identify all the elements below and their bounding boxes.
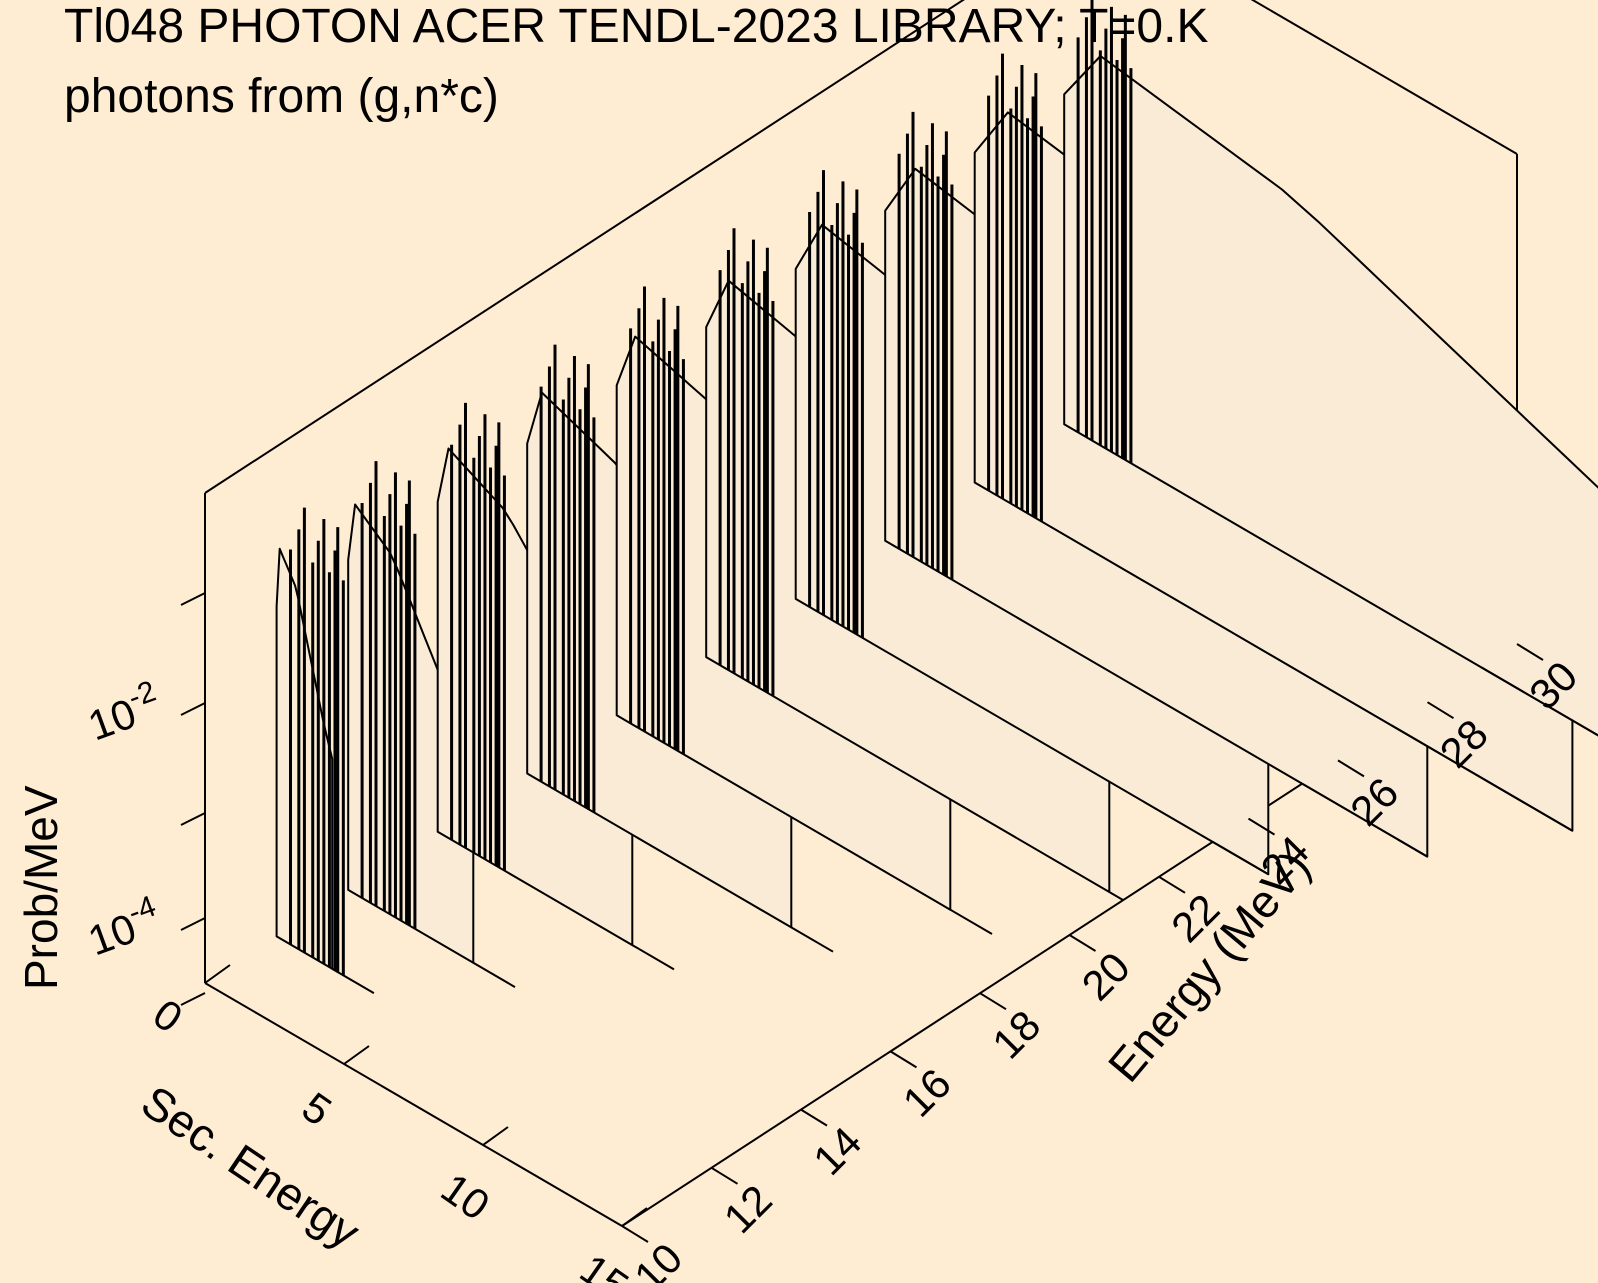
spectrum-ribbon — [347, 461, 516, 988]
y-tick-label: 20 — [1073, 943, 1139, 1009]
x-tick-label: 5 — [294, 1083, 340, 1135]
y-tick — [1337, 759, 1365, 778]
z-tick — [180, 812, 206, 826]
y-tick-label: 14 — [804, 1118, 870, 1184]
x-tick — [621, 1207, 648, 1227]
spectrum-ribbon — [1063, 0, 1598, 737]
z-tick — [180, 702, 206, 716]
y-tick — [1068, 934, 1097, 952]
y-tick — [1247, 817, 1276, 836]
z-tick — [180, 917, 206, 931]
y-tick — [1516, 643, 1544, 661]
z-tick-label: 0 — [145, 990, 191, 1042]
y-tick-label: 10 — [625, 1234, 691, 1283]
spectrum-baseline — [631, 944, 675, 971]
y-tick-label: 16 — [894, 1059, 960, 1125]
y-tick — [800, 1108, 828, 1127]
x-tick — [482, 1126, 509, 1146]
z-axis-label: Prob/MeV — [15, 785, 67, 990]
x-tick — [343, 1045, 370, 1065]
y-tick — [621, 1225, 649, 1243]
spectrum-baseline — [1391, 724, 1573, 832]
back-top-edge — [204, 0, 965, 494]
spectrum-baseline — [790, 926, 834, 953]
y-tick — [710, 1166, 739, 1185]
chart-title: Tl048 PHOTON ACER TENDL-2023 LIBRARY; T=… — [64, 0, 1208, 53]
z-tick — [180, 592, 206, 606]
y-tick-label: 12 — [715, 1176, 781, 1242]
spectrum-baseline — [1212, 841, 1269, 876]
z-tick-label: 10-4 — [80, 890, 167, 965]
y-tick — [889, 1050, 918, 1069]
y-axis-label: Energy (MeV) — [1098, 841, 1320, 1092]
spectra-group — [275, 0, 1598, 995]
spectrum-ribbon — [275, 507, 375, 995]
y-tick-label: 18 — [983, 1001, 1049, 1067]
spectrum-baseline — [331, 967, 375, 995]
chart-subtitle: photons from (g,n*c) — [64, 70, 499, 123]
z-tick — [180, 992, 206, 1006]
spectrum-baseline — [472, 961, 516, 988]
spectrum-curve — [1063, 55, 1598, 737]
spectrum-baseline — [1108, 891, 1124, 901]
y-tick — [979, 992, 1007, 1011]
y-tick — [1426, 701, 1455, 720]
spectrum-baseline — [1480, 666, 1598, 737]
y-tick — [1158, 875, 1186, 894]
x-tick-label: 10 — [433, 1164, 498, 1229]
z-tick-label: 10-2 — [80, 675, 167, 750]
right-top-edge — [1250, 0, 1518, 155]
x-tick — [204, 964, 231, 984]
spectrum-baseline — [949, 908, 993, 935]
x-axis-line — [204, 982, 623, 1227]
spectrum-baseline — [1301, 782, 1428, 858]
